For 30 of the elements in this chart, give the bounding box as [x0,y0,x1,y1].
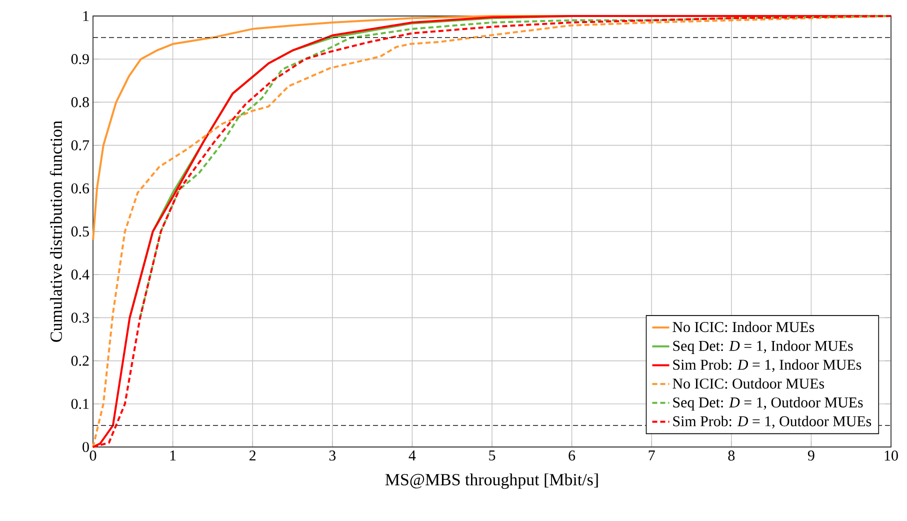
x-tick-label: 3 [329,450,336,461]
x-axis-title: MS@MBS throughput [Mbit/s] [385,473,598,489]
y-tick-label: 0.9 [71,54,89,64]
y-tick-label: 0.6 [71,183,90,194]
y-tick-label: 1 [83,11,89,21]
y-tick-label: 0.8 [71,97,89,108]
x-tick-label: 9 [808,450,814,461]
y-tick-label: 0.4 [71,270,90,280]
x-tick-label: 7 [648,450,655,460]
y-tick-label: 0.2 [71,356,89,366]
x-tick-label: 8 [728,450,735,461]
legend-label: Seq Det: D = 1, Outdoor MUEs [673,396,863,411]
x-tick-label: 6 [568,450,576,461]
x-tick-label: 4 [408,450,416,460]
legend-label: No ICIC: Outdoor MUEs [672,378,824,389]
legend-label: Sim Prob: D = 1, Outdoor MUEs [673,416,872,428]
legend-label: Seq Det: D = 1, Indoor MUEs [673,340,853,354]
y-tick-label: 0 [82,442,89,452]
y-tick-label: 0.5 [71,226,89,237]
x-tick-label: 1 [170,450,176,460]
legend-label: Sim Prob: D = 1, Indoor MUEs [673,359,862,372]
y-tick-label: 0.3 [71,312,89,323]
y-tick-label: 0.7 [71,140,90,150]
x-tick-label: 2 [250,450,256,460]
x-tick-label: 0 [90,450,96,461]
x-tick-label: 10 [884,450,898,461]
legend-label: No ICIC: Indoor MUEs [672,322,814,332]
y-tick-label: 0.1 [71,398,89,409]
x-tick-label: 5 [489,450,496,460]
y-axis-title: Cumulative distribution function [50,120,62,342]
